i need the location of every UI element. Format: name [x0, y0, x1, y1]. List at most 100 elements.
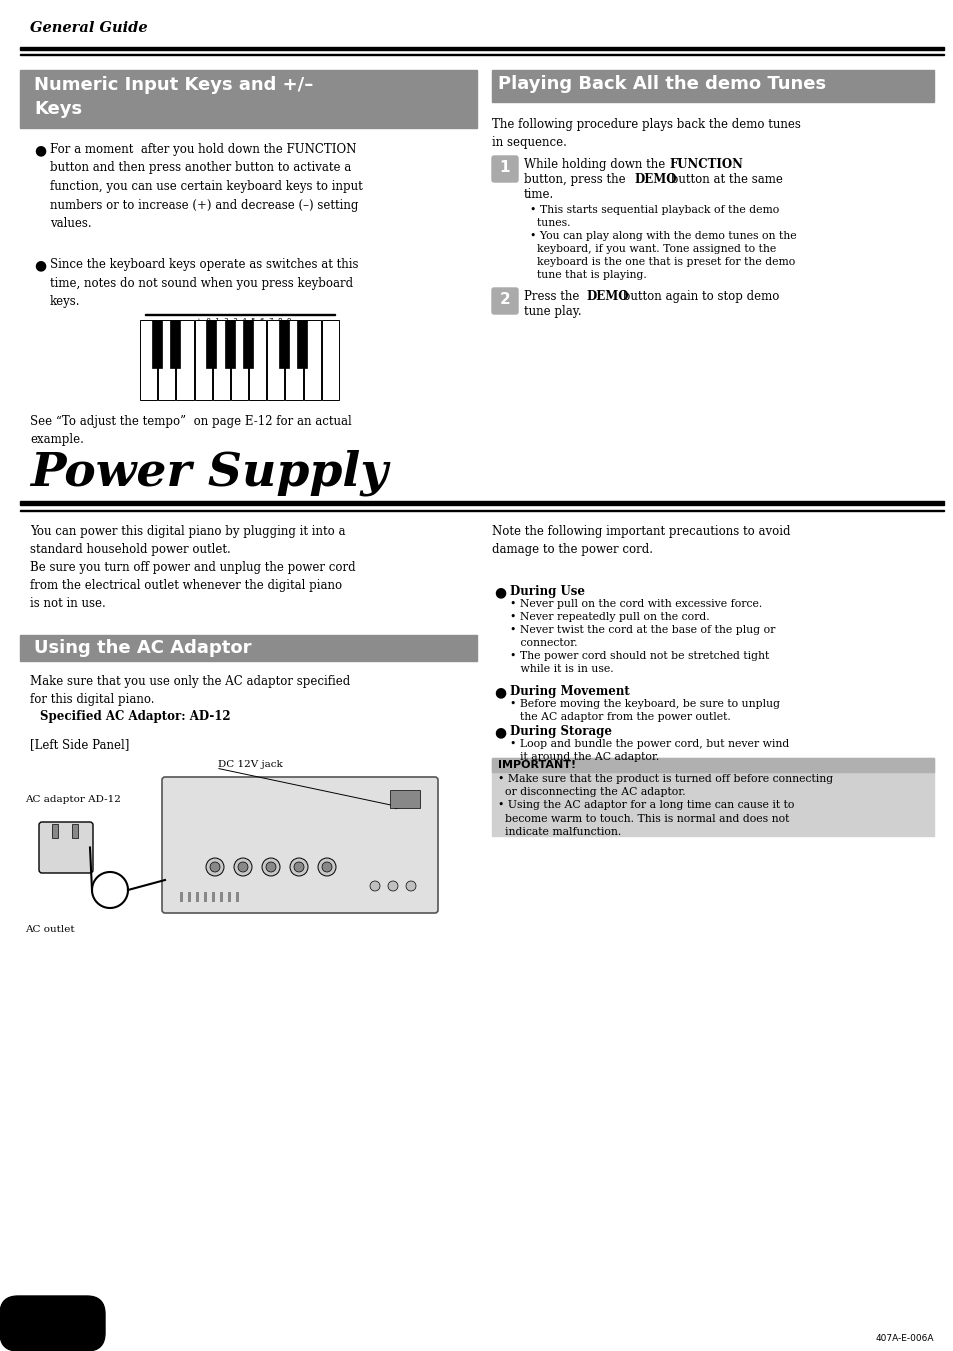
Bar: [235, 892, 239, 902]
Text: • This starts sequential playback of the demo: • This starts sequential playback of the…: [530, 205, 779, 215]
Text: • Never repeatedly pull on the cord.: • Never repeatedly pull on the cord.: [510, 612, 709, 621]
Bar: [20, 635, 476, 661]
Text: Note the following important precautions to avoid
damage to the power cord.: Note the following important precautions…: [492, 526, 790, 557]
Text: ●: ●: [494, 685, 506, 698]
Text: ●: ●: [34, 143, 46, 157]
FancyBboxPatch shape: [0, 1296, 105, 1351]
Bar: [158, 320, 175, 400]
Bar: [180, 892, 183, 902]
Text: During Storage: During Storage: [510, 725, 612, 738]
Circle shape: [206, 858, 224, 875]
Text: 2: 2: [499, 293, 510, 308]
Text: ●: ●: [494, 725, 506, 739]
Text: Press the: Press the: [523, 290, 582, 303]
Bar: [195, 892, 199, 902]
Text: tunes.: tunes.: [530, 218, 570, 228]
Text: time.: time.: [523, 188, 554, 201]
Circle shape: [317, 858, 335, 875]
Circle shape: [294, 862, 304, 871]
Bar: [303, 320, 320, 400]
Text: AC outlet: AC outlet: [25, 925, 74, 934]
Circle shape: [322, 862, 332, 871]
Circle shape: [266, 862, 275, 871]
Text: Playing Back All the demo Tunes: Playing Back All the demo Tunes: [497, 76, 825, 93]
Bar: [152, 320, 162, 367]
Circle shape: [262, 858, 280, 875]
Text: • Make sure that the product is turned off before connecting
  or disconnecting : • Make sure that the product is turned o…: [497, 774, 832, 836]
Text: it around the AC adaptor.: it around the AC adaptor.: [519, 753, 659, 762]
Text: • Never pull on the cord with excessive force.: • Never pull on the cord with excessive …: [510, 598, 761, 609]
Text: • Loop and bundle the power cord, but never wind: • Loop and bundle the power cord, but ne…: [510, 739, 788, 748]
Text: • Before moving the keyboard, be sure to unplug: • Before moving the keyboard, be sure to…: [510, 698, 780, 709]
Bar: [20, 501, 943, 505]
Bar: [231, 320, 248, 400]
FancyBboxPatch shape: [162, 777, 437, 913]
Text: DEMO: DEMO: [585, 290, 628, 303]
Bar: [20, 70, 476, 128]
Text: IMPORTANT!: IMPORTANT!: [497, 761, 576, 770]
Bar: [140, 320, 157, 400]
Text: tune play.: tune play.: [523, 305, 581, 317]
Text: while it is in use.: while it is in use.: [510, 663, 613, 674]
Text: During Movement: During Movement: [510, 685, 629, 698]
Text: ●: ●: [494, 585, 506, 598]
Bar: [170, 320, 180, 367]
Text: Keys: Keys: [34, 100, 82, 118]
Circle shape: [237, 862, 248, 871]
Bar: [20, 509, 943, 511]
Bar: [492, 758, 933, 836]
Bar: [20, 54, 943, 55]
Bar: [188, 892, 191, 902]
Bar: [228, 892, 231, 902]
Text: Numeric Input Keys and +/–: Numeric Input Keys and +/–: [34, 76, 313, 95]
Bar: [390, 790, 419, 808]
Text: button, press the: button, press the: [523, 173, 629, 186]
Bar: [212, 892, 214, 902]
Text: Using the AC Adaptor: Using the AC Adaptor: [34, 639, 252, 657]
Bar: [206, 320, 216, 367]
Bar: [492, 70, 933, 101]
Text: the AC adaptor from the power outlet.: the AC adaptor from the power outlet.: [519, 712, 730, 721]
Circle shape: [388, 881, 397, 892]
Text: During Use: During Use: [510, 585, 584, 598]
Text: General Guide: General Guide: [30, 22, 148, 35]
Text: DC 12V jack: DC 12V jack: [218, 761, 282, 769]
Text: keyboard is the one that is preset for the demo: keyboard is the one that is preset for t…: [530, 257, 795, 267]
Bar: [249, 320, 266, 400]
Text: FUNCTION: FUNCTION: [668, 158, 742, 172]
Text: ●: ●: [34, 258, 46, 272]
Text: button again to stop demo: button again to stop demo: [618, 290, 779, 303]
Bar: [321, 320, 338, 400]
Circle shape: [210, 862, 220, 871]
Bar: [20, 46, 943, 50]
Text: button at the same: button at the same: [666, 173, 782, 186]
Text: Specified AC Adaptor: AD-12: Specified AC Adaptor: AD-12: [40, 711, 231, 723]
Text: keyboard, if you want. Tone assigned to the: keyboard, if you want. Tone assigned to …: [530, 245, 776, 254]
Text: AC adaptor AD-12: AC adaptor AD-12: [25, 794, 121, 804]
Circle shape: [233, 858, 252, 875]
Bar: [194, 320, 212, 400]
Text: For a moment  after you hold down the FUNCTION
button and then press another but: For a moment after you hold down the FUN…: [50, 143, 362, 230]
Bar: [176, 320, 193, 400]
Bar: [279, 320, 289, 367]
Circle shape: [290, 858, 308, 875]
Text: See “To adjust the tempo”  on page E-12 for an actual
example.: See “To adjust the tempo” on page E-12 f…: [30, 415, 352, 446]
Text: Since the keyboard keys operate as switches at this
time, notes do not sound whe: Since the keyboard keys operate as switc…: [50, 258, 358, 308]
Text: connector.: connector.: [510, 638, 577, 648]
Text: [Left Side Panel]: [Left Side Panel]: [30, 738, 130, 751]
Bar: [285, 320, 302, 400]
Text: 1: 1: [499, 161, 510, 176]
Text: Power Supply: Power Supply: [30, 450, 388, 497]
Text: • The power cord should not be stretched tight: • The power cord should not be stretched…: [510, 651, 768, 661]
Text: The following procedure plays back the demo tunes
in sequence.: The following procedure plays back the d…: [492, 118, 800, 149]
Text: You can power this digital piano by plugging it into a
standard household power : You can power this digital piano by plug…: [30, 526, 355, 611]
Text: 407A-E-006A: 407A-E-006A: [875, 1333, 933, 1343]
FancyBboxPatch shape: [39, 821, 92, 873]
Circle shape: [370, 881, 379, 892]
Text: • You can play along with the demo tunes on the: • You can play along with the demo tunes…: [530, 231, 796, 240]
FancyBboxPatch shape: [492, 288, 517, 313]
Text: Make sure that you use only the AC adaptor specified
for this digital piano.: Make sure that you use only the AC adapt…: [30, 676, 350, 707]
Bar: [242, 320, 253, 367]
Bar: [492, 758, 933, 771]
Text: DEMO: DEMO: [634, 173, 676, 186]
